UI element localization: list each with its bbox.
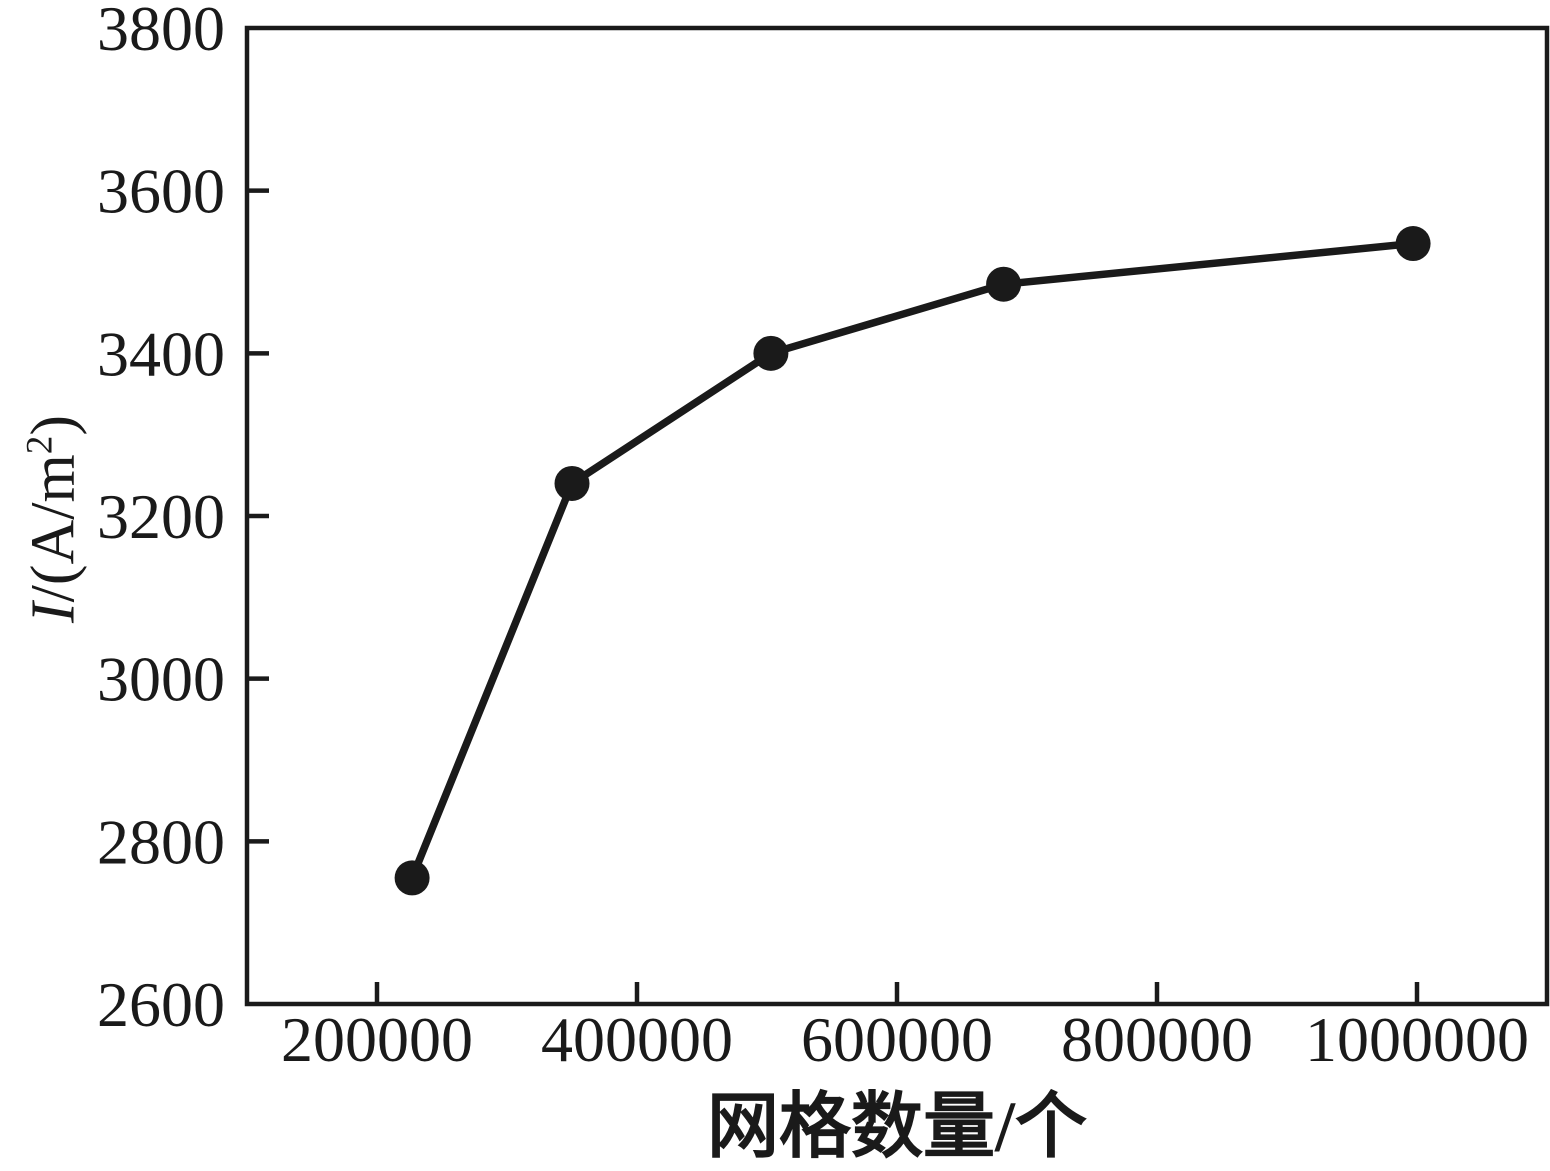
y-tick-label: 2800 xyxy=(97,806,225,877)
y-axis-variable: I xyxy=(19,602,88,624)
y-tick-label: 3800 xyxy=(97,0,225,64)
plot-frame xyxy=(244,25,1550,1007)
data-line xyxy=(408,239,1417,882)
x-tick-label: 600000 xyxy=(801,1004,993,1075)
y-tick-label: 3600 xyxy=(97,156,225,227)
data-point xyxy=(1395,226,1431,262)
y-tick-label: 3200 xyxy=(97,481,225,552)
x-tick-label: 1000000 xyxy=(1305,1004,1529,1075)
x-axis-title: 网格数量/个 xyxy=(706,1087,1087,1167)
y-axis-unit-suffix: ) xyxy=(19,414,88,436)
data-point xyxy=(554,465,590,501)
x-tick-label: 200000 xyxy=(281,1004,473,1075)
y-axis-unit-exponent: 2 xyxy=(19,435,61,455)
y-axis-title: I/(A/m2) xyxy=(19,414,88,624)
x-tick-label: 400000 xyxy=(541,1004,733,1075)
data-point xyxy=(986,266,1022,302)
data-point xyxy=(753,335,789,371)
x-tick-label: 800000 xyxy=(1061,1004,1253,1075)
y-axis-unit-prefix: /(A/m xyxy=(19,454,88,603)
y-tick-label: 2600 xyxy=(97,969,225,1040)
y-tick-label: 3000 xyxy=(97,644,225,715)
y-tick-label: 3400 xyxy=(97,318,225,389)
data-point xyxy=(394,860,430,896)
